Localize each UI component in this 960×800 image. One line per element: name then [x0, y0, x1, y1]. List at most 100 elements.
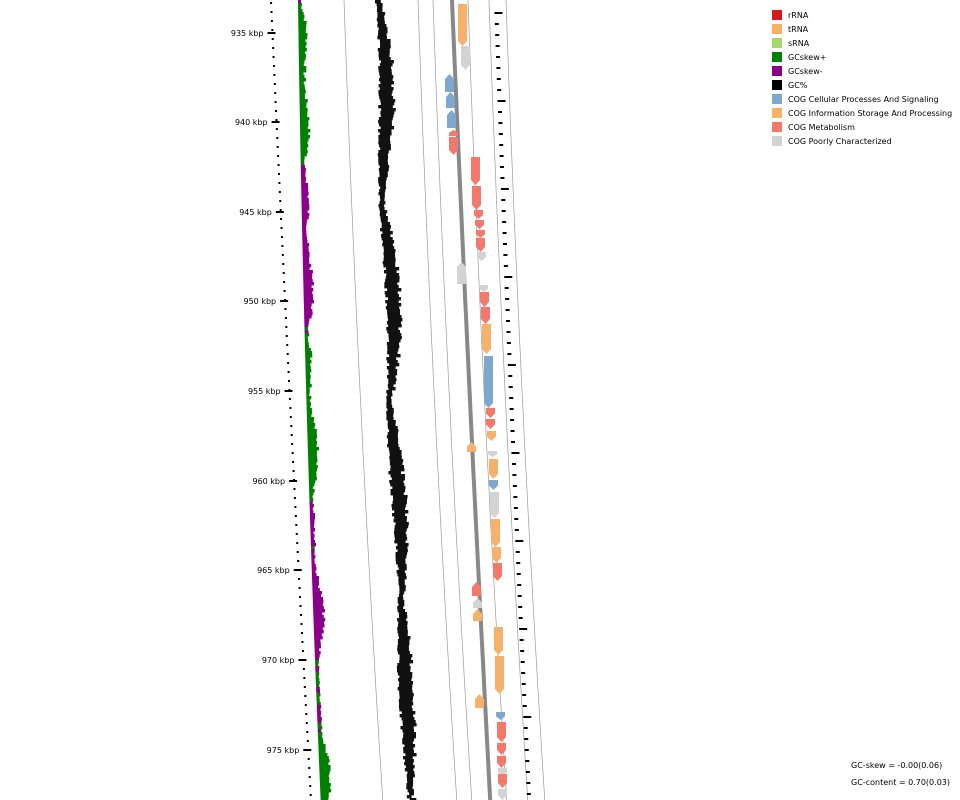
gc-skew-bar [312, 591, 322, 595]
outer-minor-tick [498, 122, 503, 124]
gc-content-bar [380, 219, 388, 223]
ruler-label: 940 kbp [235, 118, 268, 127]
gc-skew-bar [309, 504, 314, 508]
ruler-dot [277, 155, 280, 157]
gc-skew-bar [304, 321, 309, 325]
gc-content-bar [386, 327, 399, 331]
gc-content-bar [380, 147, 391, 151]
ruler-dot [298, 578, 301, 580]
gc-content-bar [379, 165, 390, 169]
ruler-dot [293, 497, 296, 499]
gc-skew-bar [299, 78, 307, 82]
ruler-dot [283, 281, 286, 283]
gc-skew-bar [314, 636, 323, 640]
gc-content-bar [392, 486, 406, 490]
gc-content-bar [378, 54, 390, 58]
gc-skew-bar [299, 108, 308, 112]
cog-feature-arrow [449, 137, 458, 155]
gc-skew-bar [319, 783, 331, 787]
gc-content-bar [399, 681, 414, 685]
ruler-dot [270, 11, 273, 13]
gc-content-bar [406, 774, 415, 778]
gc-content-bar [378, 177, 387, 181]
gc-content-bar [392, 495, 408, 499]
legend-swatch [772, 108, 782, 118]
gc-skew-bar [320, 789, 332, 793]
gc-content-bar [388, 318, 403, 322]
outer-minor-tick [524, 738, 529, 740]
gc-skew-bar [317, 732, 323, 736]
gc-skew-bar [314, 648, 320, 652]
gc-content-bar [386, 357, 397, 361]
outer-minor-tick [520, 650, 525, 652]
gc-content-bar [378, 156, 389, 160]
gc-content-bar [397, 648, 409, 652]
gc-content-bar [384, 291, 398, 295]
gc-content-bar [374, 0, 381, 4]
gc-content-bar [385, 300, 399, 304]
ruler-dot [276, 146, 279, 148]
outer-minor-tick [502, 221, 507, 223]
ruler-dot [281, 254, 284, 256]
ruler-dot [291, 443, 294, 445]
cog-feature-arrow [496, 712, 505, 720]
ruler-dot [307, 758, 310, 760]
legend-swatch [772, 122, 782, 132]
gc-skew-bar [305, 369, 312, 373]
gc-content-bar [382, 240, 395, 244]
ruler-dot [278, 191, 281, 193]
gc-content-bar [385, 279, 400, 283]
gc-skew-bar [300, 159, 305, 163]
gc-content-bar [387, 312, 401, 316]
legend-item-gc-percent: GC% [772, 78, 960, 92]
ruler-dot [287, 362, 290, 364]
gc-content-bar [401, 717, 415, 721]
gc-content-bar [379, 174, 388, 178]
gc-content-bar [388, 324, 402, 328]
legend-item-rrna: rRNA [772, 8, 960, 22]
gc-content-bar [380, 111, 395, 115]
ruler-dot [303, 677, 306, 679]
gc-content-bar [387, 303, 402, 307]
cog-feature-arrow [488, 451, 497, 457]
ruler-dot [272, 65, 275, 67]
outer-minor-tick [503, 265, 508, 267]
outer-minor-tick [516, 562, 521, 564]
cog-feature-arrow [495, 656, 504, 694]
gc-skew-bar [300, 162, 305, 166]
gc-content-bar [387, 288, 402, 292]
gc-skew-bar [308, 456, 318, 460]
ruler-dot [286, 344, 289, 346]
gc-skew-bar [303, 294, 313, 298]
gc-skew-bar [300, 150, 308, 154]
gc-content-bar [378, 90, 393, 94]
gc-content-bar [383, 252, 395, 256]
gc-skew-bar [301, 198, 309, 202]
ruler-dot [287, 371, 290, 373]
outer-minor-tick [512, 485, 517, 487]
gc-content-bar [379, 132, 392, 136]
ruler-dot [281, 245, 284, 247]
gc-content-bar [383, 270, 397, 274]
gc-content-bar [399, 714, 414, 718]
gc-content-bar [379, 207, 385, 211]
legend-label: GCskew+ [788, 52, 827, 62]
cog-feature-arrow [447, 110, 456, 128]
gc-content-bar [379, 39, 391, 43]
gc-skew-bar [318, 756, 329, 760]
gc-skew-bar [307, 432, 317, 436]
outer-major-tick [494, 12, 503, 14]
gc-skew-bar [305, 375, 311, 379]
gc-content-bar [409, 798, 417, 800]
gc-content-bar [398, 567, 407, 571]
gc-content-bar [381, 108, 396, 112]
gc-content-bar [391, 504, 406, 508]
gc-skew-bar [317, 729, 322, 733]
outer-minor-tick [513, 496, 518, 498]
ruler-major-tick [267, 32, 276, 34]
ruler-dot [289, 407, 292, 409]
gc-skew-bar [307, 438, 317, 442]
outer-minor-tick [521, 672, 526, 674]
gc-skew-bar [306, 393, 310, 397]
gc-content-stat: GC-content = 0.70(0.03) [851, 778, 950, 787]
